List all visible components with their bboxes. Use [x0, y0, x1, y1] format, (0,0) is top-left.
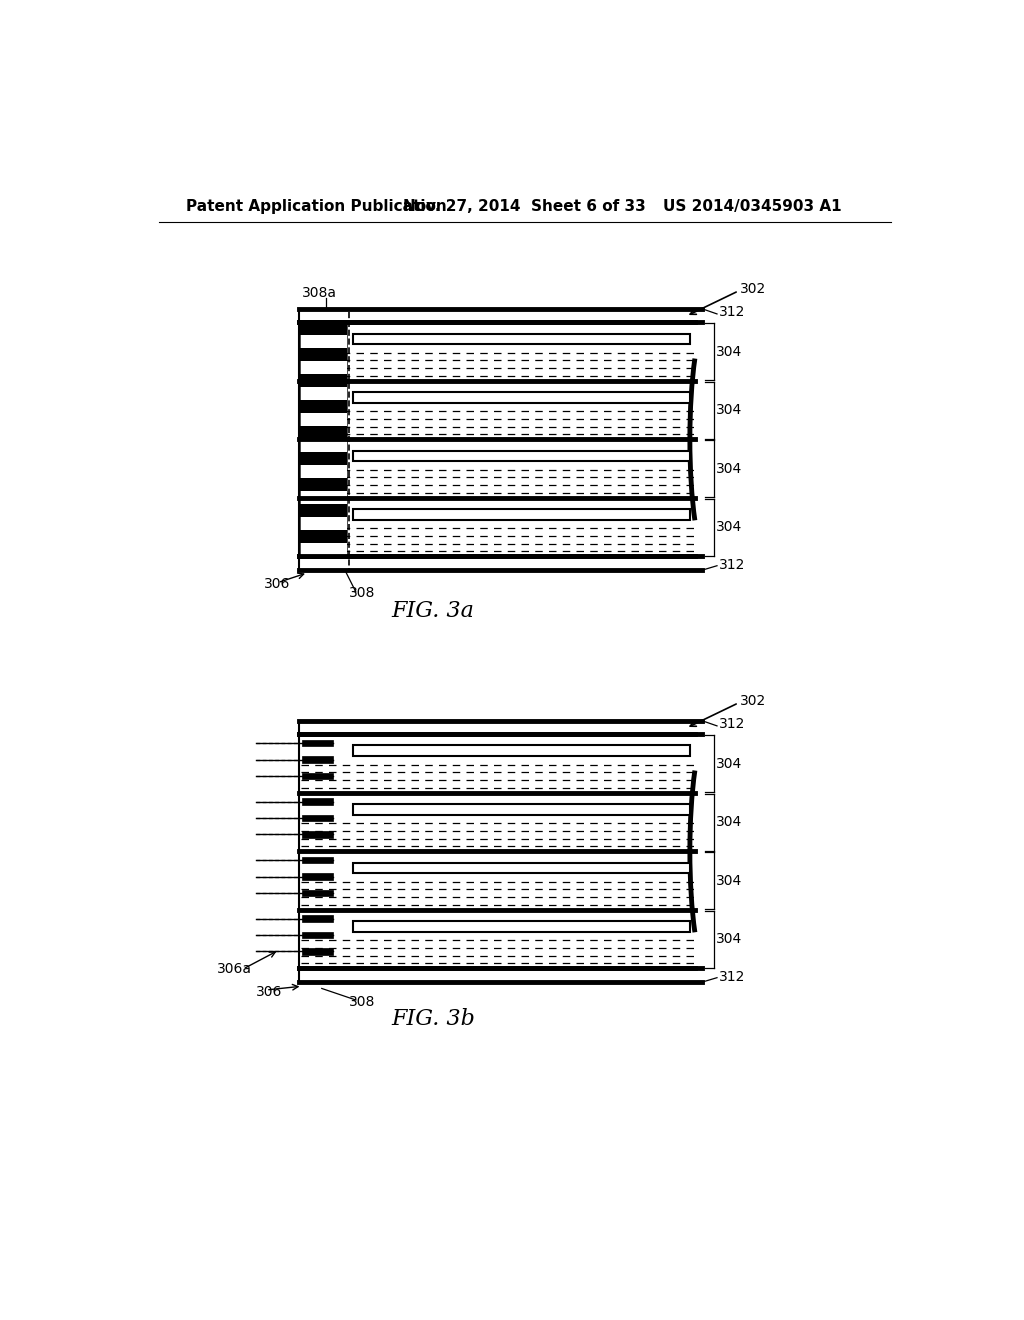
Wedge shape	[690, 421, 710, 458]
Bar	[302, 874, 334, 880]
Bar	[302, 948, 334, 954]
Text: 302: 302	[740, 282, 767, 296]
Bar	[300, 440, 346, 453]
Text: 306: 306	[256, 985, 283, 998]
Text: 308: 308	[349, 586, 375, 601]
Text: 304: 304	[716, 756, 742, 771]
Bar	[352, 510, 690, 520]
Bar	[299, 969, 701, 982]
Text: FIG. 3b: FIG. 3b	[391, 1008, 475, 1030]
Text: FIG. 3a: FIG. 3a	[391, 601, 474, 622]
Bar	[300, 466, 346, 478]
Bar	[302, 890, 334, 896]
Bar	[300, 453, 346, 466]
Bar	[302, 814, 334, 821]
Bar	[352, 746, 690, 756]
Bar	[352, 392, 690, 403]
Text: 304: 304	[716, 816, 742, 829]
Text: 306a: 306a	[217, 962, 252, 977]
Text: 304: 304	[716, 403, 742, 417]
Text: 302: 302	[740, 694, 767, 709]
Text: 312: 312	[719, 558, 745, 572]
Bar	[299, 721, 701, 734]
Bar	[300, 388, 346, 400]
Text: 304: 304	[716, 932, 742, 946]
Bar	[300, 531, 346, 544]
Bar	[300, 362, 346, 375]
Bar	[300, 491, 346, 504]
Bar	[302, 857, 334, 863]
Text: 308: 308	[349, 994, 375, 1008]
Text: 312: 312	[719, 717, 745, 731]
Bar	[352, 334, 690, 345]
Text: 308a: 308a	[302, 286, 337, 300]
Bar	[302, 832, 334, 838]
Bar	[300, 322, 346, 335]
Bar	[299, 309, 701, 322]
Text: 304: 304	[716, 520, 742, 535]
Bar	[302, 916, 334, 921]
Text: 304: 304	[716, 345, 742, 359]
Bar	[300, 413, 346, 426]
Bar	[300, 517, 346, 531]
Bar	[352, 862, 690, 873]
Bar	[300, 348, 346, 362]
Bar	[302, 741, 334, 746]
Bar	[302, 932, 334, 939]
Text: Patent Application Publication: Patent Application Publication	[186, 198, 446, 214]
Bar	[300, 426, 346, 440]
Bar	[302, 756, 334, 763]
Bar	[352, 921, 690, 932]
Bar	[352, 450, 690, 461]
Text: 312: 312	[719, 305, 745, 319]
Bar	[300, 375, 346, 388]
Wedge shape	[690, 833, 710, 870]
Bar	[300, 400, 346, 413]
Bar	[302, 772, 334, 779]
Bar	[300, 504, 346, 517]
Bar	[300, 335, 346, 348]
Text: 312: 312	[719, 970, 745, 983]
Text: 306: 306	[263, 577, 290, 591]
Bar	[299, 309, 349, 570]
Bar	[299, 557, 701, 570]
Text: 304: 304	[716, 462, 742, 475]
Bar	[300, 544, 346, 557]
Bar	[300, 478, 346, 491]
Text: Nov. 27, 2014  Sheet 6 of 33: Nov. 27, 2014 Sheet 6 of 33	[403, 198, 646, 214]
Bar	[302, 799, 334, 805]
Text: US 2014/0345903 A1: US 2014/0345903 A1	[663, 198, 842, 214]
Bar	[352, 804, 690, 814]
Text: 304: 304	[716, 874, 742, 887]
